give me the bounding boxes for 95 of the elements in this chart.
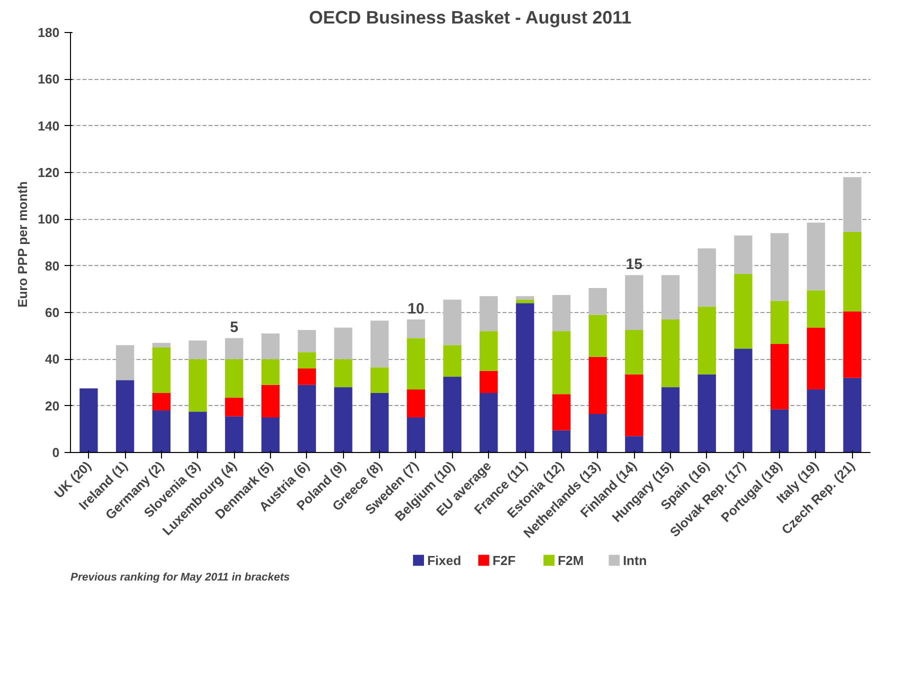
bar <box>480 370 498 393</box>
bar <box>516 296 534 300</box>
bar <box>698 306 716 374</box>
y-axis-title: Euro PPP per month <box>14 181 30 308</box>
annotation: 15 <box>626 256 642 274</box>
bar <box>406 338 426 390</box>
bar <box>116 380 134 452</box>
y-tick-label: 100 <box>38 212 60 227</box>
y-tick-label: 0 <box>52 445 60 460</box>
bar <box>588 356 607 414</box>
bar <box>298 352 316 368</box>
bar <box>843 378 862 452</box>
y-tick-label: 140 <box>38 118 60 134</box>
bar <box>552 394 570 430</box>
bar <box>734 274 752 349</box>
bar <box>406 418 426 452</box>
bar <box>406 390 426 418</box>
chart-title: OECD Business Basket - August 2011 <box>308 8 632 28</box>
bar <box>406 320 426 338</box>
bar <box>334 387 352 452</box>
bar <box>552 430 570 452</box>
bar <box>116 345 134 380</box>
bar <box>298 330 316 352</box>
bar <box>261 334 280 360</box>
bar <box>443 345 462 377</box>
bar <box>770 300 789 344</box>
bar <box>770 233 789 301</box>
y-tick-label: 60 <box>45 305 60 320</box>
y-tick-label: 40 <box>45 352 60 367</box>
bar <box>370 393 389 452</box>
bar <box>588 314 607 357</box>
bar <box>225 359 244 398</box>
bar <box>298 384 316 452</box>
bar <box>698 248 716 307</box>
bar <box>625 436 644 452</box>
bar <box>516 303 534 452</box>
bar <box>770 409 789 452</box>
bar <box>843 311 862 378</box>
bar <box>843 232 862 312</box>
bar <box>188 412 207 452</box>
legend-label: F2F <box>492 552 516 568</box>
bar <box>661 387 680 452</box>
bar <box>552 331 570 394</box>
legend-label: Intn <box>622 552 647 568</box>
bar <box>370 320 389 368</box>
bar <box>443 376 462 452</box>
y-tick-label: 120 <box>38 165 60 180</box>
bar <box>80 388 98 452</box>
bar <box>152 410 170 452</box>
bar <box>188 359 207 412</box>
y-tick-label: 160 <box>38 72 60 87</box>
bar <box>516 300 534 304</box>
bar <box>334 359 352 388</box>
bar <box>480 296 498 332</box>
bar <box>661 275 680 320</box>
bar <box>225 338 244 360</box>
bar <box>625 330 644 374</box>
bar <box>806 328 826 390</box>
bar <box>552 295 570 332</box>
legend-label: Fixed <box>427 552 462 568</box>
bar <box>298 368 316 385</box>
bar <box>188 340 207 360</box>
bar <box>625 275 644 330</box>
bar <box>152 342 170 348</box>
bar <box>588 414 607 452</box>
bar <box>698 374 716 452</box>
bar <box>225 416 244 452</box>
bar <box>480 331 498 371</box>
bar <box>770 344 789 410</box>
bar <box>806 222 826 290</box>
y-tick-label: 80 <box>45 258 60 274</box>
bar <box>806 390 826 452</box>
annotation: 10 <box>408 300 424 318</box>
bar <box>734 236 752 274</box>
bar <box>443 300 462 346</box>
bar <box>370 367 389 393</box>
bar <box>806 290 826 328</box>
y-tick-label: 180 <box>38 25 60 40</box>
bar <box>225 398 244 416</box>
bar <box>734 348 752 452</box>
bar <box>261 418 280 452</box>
bar <box>843 177 862 232</box>
legend-label: F2M <box>558 552 584 568</box>
text: Previous ranking for May 2011 in brackets <box>70 572 290 584</box>
bar <box>334 328 352 360</box>
bar <box>152 393 170 410</box>
bar <box>661 320 680 388</box>
y-tick-label: 20 <box>45 398 60 414</box>
bar <box>261 359 280 385</box>
bar <box>152 348 170 393</box>
annotation: 5 <box>230 319 238 336</box>
bar <box>261 384 280 418</box>
bar <box>480 393 498 452</box>
bar <box>625 374 644 436</box>
bar <box>588 288 607 315</box>
